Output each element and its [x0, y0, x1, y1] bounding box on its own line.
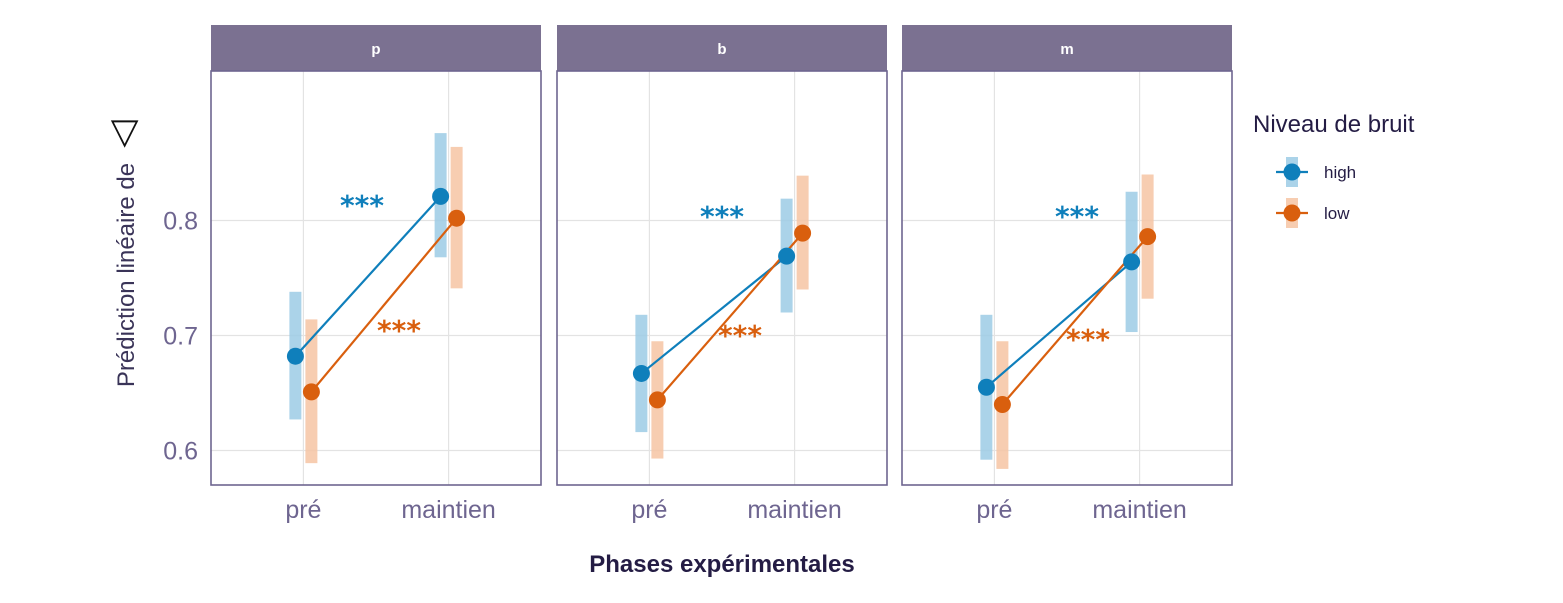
- series-line-low: [656, 232, 804, 401]
- panel-b: b *** *** pré maintien: [556, 25, 888, 524]
- legend-label: low: [1324, 204, 1350, 223]
- data-point-low: [302, 383, 320, 401]
- significance-marker-high: ***: [700, 200, 744, 233]
- significance-marker-low: ***: [377, 314, 421, 347]
- panel-strip: [211, 25, 541, 71]
- panel-strip: [557, 25, 887, 71]
- legend: Niveau de bruit high low: [1253, 111, 1415, 228]
- series-line-high: [640, 255, 788, 375]
- panel-p: p *** *** pré maintien: [210, 25, 542, 524]
- legend-label: high: [1324, 163, 1356, 182]
- panel-strip: [902, 25, 1232, 71]
- data-point-low: [448, 209, 466, 227]
- y-tick-label: 0.6: [163, 438, 198, 466]
- y-tick-label: 0.8: [163, 208, 198, 236]
- data-point-high: [286, 347, 304, 365]
- panel-strip-label: m: [1060, 41, 1073, 58]
- x-tick-label: maintien: [401, 496, 496, 524]
- legend-item-low: low: [1276, 198, 1350, 228]
- series-line-high: [294, 195, 442, 357]
- x-axis-title: Phases expérimentales: [589, 551, 855, 578]
- legend-point-key: [1283, 163, 1301, 181]
- series-line-low: [310, 217, 458, 393]
- panel-frame: [210, 70, 542, 486]
- panel-background: [902, 71, 1232, 485]
- legend-title: Niveau de bruit: [1253, 111, 1415, 138]
- y-axis-title: Prédiction linéaire de: [113, 163, 140, 387]
- data-point-low: [993, 396, 1011, 413]
- data-point-high: [977, 378, 995, 396]
- y-tick-label: 0.7: [163, 323, 198, 351]
- data-point-high: [632, 364, 650, 382]
- panel-strip-label: b: [717, 41, 726, 58]
- panels: p *** *** pré maintien b *** *** pré maintien m ***…: [210, 25, 1233, 524]
- x-tick-label: pré: [976, 496, 1012, 524]
- x-tick-label: maintien: [747, 496, 842, 524]
- significance-marker-low: ***: [718, 319, 762, 352]
- panel-background: [557, 71, 887, 485]
- legend-point-key: [1283, 204, 1301, 222]
- data-point-low: [648, 391, 666, 409]
- data-point-low: [1139, 228, 1157, 246]
- series-line-low: [1001, 235, 1149, 406]
- x-tick-label: maintien: [1092, 496, 1187, 524]
- data-point-high: [778, 247, 796, 265]
- significance-marker-high: ***: [340, 189, 384, 222]
- panel-frame: [556, 70, 888, 486]
- x-tick-label: pré: [285, 496, 321, 524]
- legend-item-high: high: [1276, 157, 1356, 187]
- y-axis: 0.6 0.7 0.8: [163, 208, 198, 466]
- y-axis-title-symbol: ◁: [102, 120, 143, 148]
- legend-items: high low: [1276, 157, 1356, 228]
- panel-m: m *** *** pré maintien: [901, 25, 1233, 524]
- data-point-high: [1123, 253, 1141, 271]
- data-point-low: [794, 224, 812, 242]
- data-point-high: [432, 187, 450, 205]
- significance-marker-low: ***: [1066, 323, 1110, 356]
- panel-strip-label: p: [371, 41, 380, 58]
- significance-marker-high: ***: [1055, 200, 1099, 233]
- panel-background: [211, 71, 541, 485]
- panel-frame: [901, 70, 1233, 486]
- x-tick-label: pré: [631, 496, 667, 524]
